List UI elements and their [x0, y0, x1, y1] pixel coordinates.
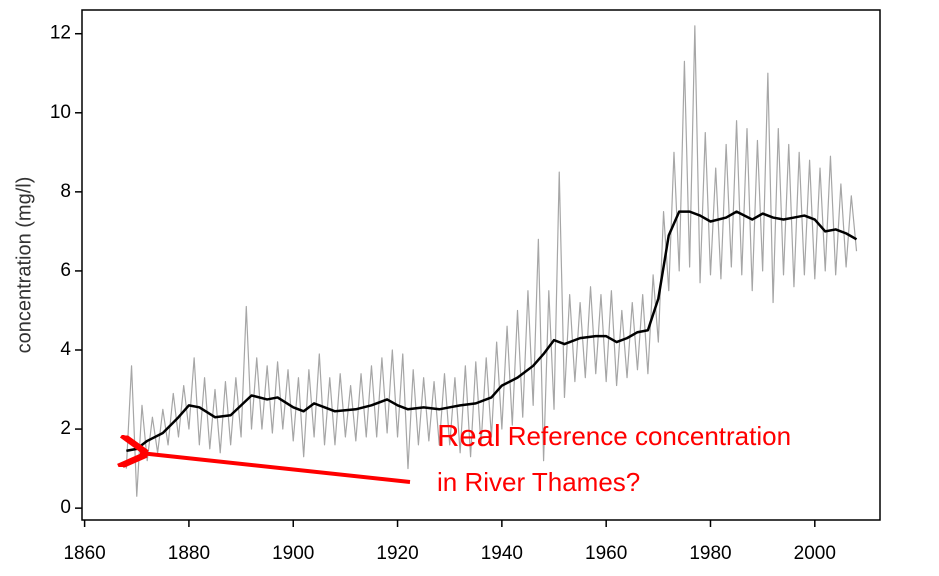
x-tick-label: 1940 — [481, 543, 523, 564]
plot-area — [125, 25, 858, 497]
y-axis-label: concentration (mg/l) — [13, 177, 35, 354]
y-tick-label: 4 — [60, 339, 71, 360]
y-tick-label: 10 — [50, 102, 71, 123]
x-tick-label: 1880 — [168, 543, 210, 564]
y-tick-label: 8 — [60, 181, 71, 202]
series-line — [126, 210, 858, 453]
x-tick-label: 1900 — [272, 543, 314, 564]
annotation: Real Reference concentration — [437, 418, 791, 453]
x-tick-label: 1960 — [585, 543, 627, 564]
annotation-arrow — [140, 453, 411, 484]
x-tick-label: 1920 — [376, 543, 418, 564]
x-tick-label: 1860 — [63, 543, 105, 564]
x-tick-label: 2000 — [794, 543, 836, 564]
y-tick-label: 6 — [60, 260, 71, 281]
annotation-word: Real — [437, 418, 501, 453]
y-tick-label: 2 — [60, 418, 71, 439]
x-tick-label: 1980 — [689, 543, 731, 564]
plot-frame — [81, 9, 881, 521]
y-tick-label: 0 — [60, 497, 71, 518]
annotation-text: Reference concentration — [508, 421, 791, 451]
y-tick-label: 12 — [50, 23, 71, 44]
annotation-text: in River Thames? — [437, 467, 640, 497]
series-line — [125, 25, 858, 497]
